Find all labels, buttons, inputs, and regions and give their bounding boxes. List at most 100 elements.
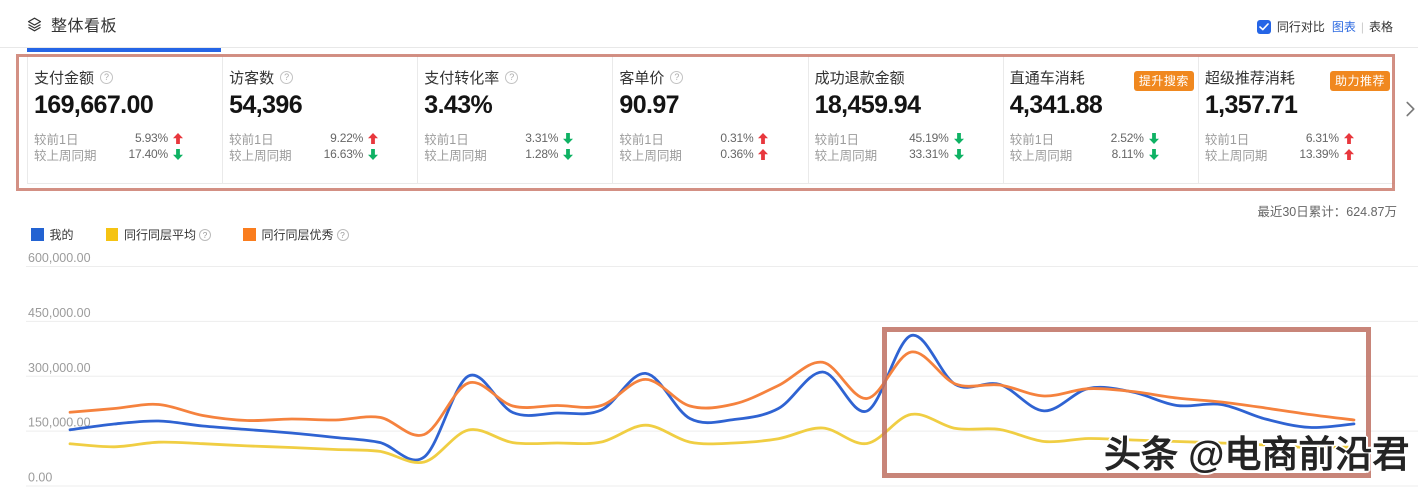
- kpi-title: 成功退款金额: [814, 70, 905, 87]
- active-tab-indicator: [27, 48, 221, 52]
- kpi-title-row: 超级推荐消耗: [1205, 69, 1394, 87]
- kpi-compare-value: 13.39%: [1299, 147, 1339, 161]
- peer-compare-label[interactable]: 同行对比: [1276, 20, 1325, 34]
- kpi-value: 54,396: [229, 91, 303, 119]
- series-line-peer-excellent: [68, 350, 1356, 437]
- legend-swatch: [243, 228, 256, 241]
- y-axis-tick-label: 300,000.00: [28, 361, 91, 375]
- y-axis-tick-label: 150,000.00: [28, 416, 91, 430]
- kpi-compare-label: 较上周同期: [229, 148, 292, 163]
- legend-label: 我的: [49, 228, 74, 242]
- kpi-compare-value: 0.31%: [720, 131, 754, 145]
- kpi-title-row: 支付金额 ?: [34, 69, 222, 87]
- kpi-compare-rows: 较前1日 45.19% 较上周同期 33.31%: [814, 130, 964, 163]
- arrow-down-icon: [173, 148, 183, 160]
- help-icon[interactable]: ?: [100, 71, 114, 84]
- header-divider: [0, 47, 1418, 48]
- help-icon[interactable]: ?: [505, 71, 519, 84]
- kpi-compare-value: 5.93%: [134, 131, 168, 145]
- kpi-card-row: 支付金额 ? 169,667.00 较前1日 5.93% 较上周同期 17.40…: [27, 55, 1395, 184]
- kpi-compare-label: 较前1日: [1009, 132, 1055, 147]
- help-icon[interactable]: ?: [199, 228, 212, 241]
- kpi-badge[interactable]: 助力推荐: [1329, 71, 1390, 91]
- kpi-compare-value: 2.52%: [1110, 131, 1144, 145]
- kpi-compare-rows: 较前1日 2.52% 较上周同期 8.11%: [1009, 130, 1159, 163]
- view-controls: 同行对比 图表 | 表格: [1256, 19, 1393, 34]
- kpi-card-1[interactable]: 访客数 ? 54,396 较前1日 9.22% 较上周同期 16.63%: [223, 56, 419, 183]
- kpi-compare-row: 较上周同期 8.11%: [1009, 146, 1159, 163]
- kpi-card-2[interactable]: 支付转化率 ? 3.43% 较前1日 3.31% 较上周同期 1.28%: [418, 56, 614, 183]
- legend-label: 同行同层平均: [124, 228, 197, 242]
- kpi-compare-rows: 较前1日 5.93% 较上周同期 17.40%: [34, 130, 183, 163]
- kpi-value: 90.97: [619, 91, 679, 119]
- table-view-link[interactable]: 表格: [1368, 20, 1393, 34]
- kpi-badge[interactable]: 提升搜索: [1133, 71, 1194, 91]
- kpi-title-row: 客单价 ?: [619, 69, 807, 87]
- legend-item[interactable]: 同行同层平均 ?: [105, 226, 212, 243]
- kpi-card-5[interactable]: 直通车消耗 提升搜索 4,341.88 较前1日 2.52% 较上周同期 8.1…: [1004, 56, 1199, 183]
- arrow-up-icon: [1343, 132, 1354, 144]
- kpi-compare-label: 较上周同期: [1204, 148, 1268, 163]
- kpi-title: 支付转化率: [424, 70, 500, 87]
- kpi-card-4[interactable]: 成功退款金额 18,459.94 较前1日 45.19% 较上周同期 33.31…: [809, 56, 1004, 183]
- page-title: 整体看板: [51, 18, 118, 35]
- kpi-compare-label: 较上周同期: [814, 148, 878, 163]
- chart-view-link[interactable]: 图表: [1331, 20, 1356, 34]
- arrow-down-icon: [1148, 148, 1159, 160]
- kpi-title-row: 成功退款金额: [814, 69, 1003, 87]
- kpi-title-row: 访客数 ?: [229, 69, 417, 87]
- kpi-compare-value: 45.19%: [909, 131, 949, 145]
- arrow-up-icon: [758, 148, 769, 160]
- peer-compare-checkbox[interactable]: [1256, 19, 1271, 34]
- summary-30day-total: 最近30日累计：624.87万: [1257, 205, 1397, 219]
- layers-icon: [27, 17, 42, 31]
- kpi-compare-label: 较上周同期: [1009, 148, 1073, 163]
- kpi-value: 169,667.00: [34, 91, 154, 119]
- arrow-down-icon: [563, 148, 574, 160]
- arrow-down-icon: [563, 132, 574, 144]
- watermark: 头条 @电商前沿君: [1104, 434, 1410, 475]
- kpi-compare-label: 较前1日: [424, 132, 469, 147]
- kpi-compare-row: 较前1日 0.31%: [619, 130, 769, 147]
- legend-item[interactable]: 同行同层优秀 ?: [243, 226, 349, 243]
- kpi-compare-rows: 较前1日 9.22% 较上周同期 16.63%: [229, 130, 379, 163]
- panel-tab-overview[interactable]: 整体看板: [27, 14, 118, 35]
- kpi-compare-value: 16.63%: [323, 147, 364, 161]
- kpi-card-3[interactable]: 客单价 ? 90.97 较前1日 0.31% 较上周同期 0.36%: [613, 56, 809, 183]
- kpi-compare-row: 较前1日 2.52%: [1009, 130, 1159, 147]
- kpi-title: 支付金额: [34, 70, 95, 87]
- arrow-up-icon: [173, 132, 183, 144]
- help-icon[interactable]: ?: [280, 71, 294, 84]
- kpi-compare-row: 较前1日 3.31%: [424, 130, 574, 147]
- kpi-card-6[interactable]: 超级推荐消耗 助力推荐 1,357.71 较前1日 6.31% 较上周同期 13…: [1199, 56, 1394, 183]
- kpi-compare-label: 较前1日: [814, 132, 860, 147]
- kpi-compare-row: 较前1日 6.31%: [1204, 130, 1354, 147]
- y-axis-tick-label: 600,000.00: [28, 251, 91, 265]
- arrow-up-icon: [758, 132, 769, 144]
- kpi-compare-value: 3.31%: [525, 131, 559, 145]
- kpi-title: 客单价: [619, 70, 665, 87]
- kpi-title: 访客数: [229, 70, 275, 87]
- kpi-card-0[interactable]: 支付金额 ? 169,667.00 较前1日 5.93% 较上周同期 17.40…: [28, 56, 224, 183]
- y-axis-tick-label: 0.00: [28, 471, 52, 485]
- help-icon[interactable]: ?: [336, 228, 349, 241]
- legend-item[interactable]: 我的: [31, 226, 74, 243]
- kpi-compare-label: 较前1日: [229, 132, 274, 147]
- arrow-down-icon: [953, 148, 964, 160]
- next-cards-button[interactable]: [1404, 100, 1417, 118]
- kpi-compare-row: 较上周同期 16.63%: [229, 146, 379, 163]
- kpi-compare-value: 0.36%: [720, 147, 754, 161]
- help-icon[interactable]: ?: [670, 71, 684, 84]
- kpi-compare-label: 较前1日: [1204, 132, 1250, 147]
- kpi-compare-row: 较上周同期 0.36%: [619, 146, 769, 163]
- view-separator: |: [1360, 19, 1364, 34]
- kpi-compare-label: 较上周同期: [424, 148, 487, 163]
- legend-swatch: [31, 228, 44, 241]
- kpi-value: 3.43%: [424, 91, 493, 119]
- kpi-compare-value: 17.40%: [128, 147, 169, 161]
- series-line-peer-average: [68, 412, 1356, 465]
- kpi-compare-value: 6.31%: [1305, 131, 1339, 145]
- legend-label: 同行同层优秀: [261, 228, 334, 242]
- kpi-compare-rows: 较前1日 6.31% 较上周同期 13.39%: [1204, 130, 1354, 163]
